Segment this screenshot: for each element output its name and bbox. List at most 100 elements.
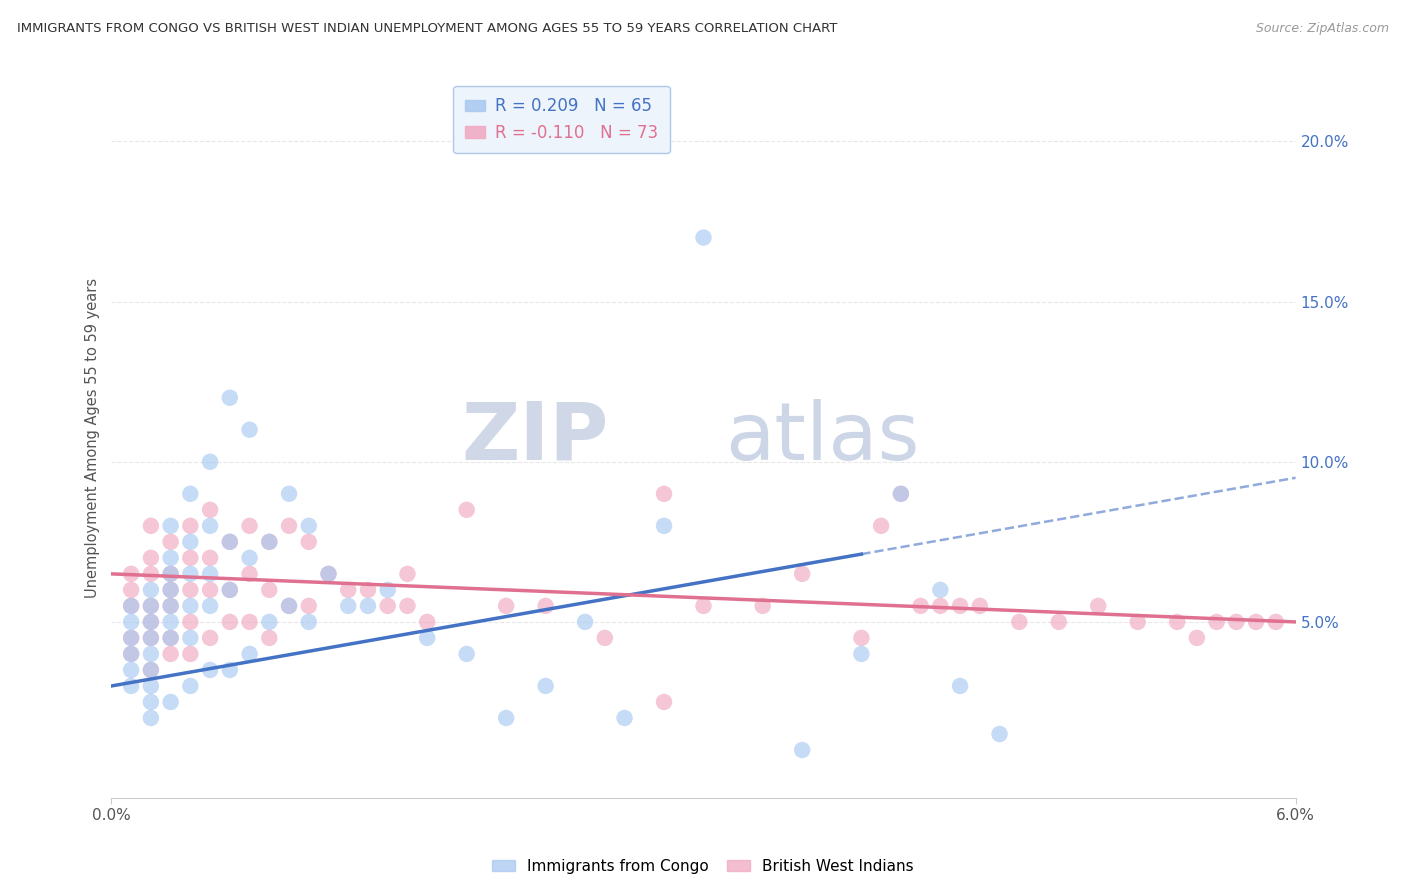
Point [652, 695, 675, 709]
Point [851, 631, 873, 645]
Point [259, 534, 281, 549]
Point [652, 518, 675, 533]
Point [337, 599, 360, 613]
Point [120, 647, 142, 661]
Point [949, 599, 972, 613]
Point [120, 615, 142, 629]
Point [613, 711, 636, 725]
Text: atlas: atlas [724, 399, 920, 476]
Point [159, 599, 181, 613]
Point [179, 599, 201, 613]
Text: IMMIGRANTS FROM CONGO VS BRITISH WEST INDIAN UNEMPLOYMENT AMONG AGES 55 TO 59 YE: IMMIGRANTS FROM CONGO VS BRITISH WEST IN… [17, 22, 837, 36]
Point [318, 566, 340, 581]
Point [179, 615, 201, 629]
Point [218, 663, 240, 677]
Point [198, 582, 221, 597]
Point [870, 518, 893, 533]
Point [139, 582, 162, 597]
Point [179, 518, 201, 533]
Point [218, 582, 240, 597]
Point [218, 534, 240, 549]
Point [534, 599, 557, 613]
Point [929, 582, 952, 597]
Point [179, 631, 201, 645]
Point [159, 582, 181, 597]
Point [278, 599, 301, 613]
Point [139, 631, 162, 645]
Point [159, 550, 181, 565]
Point [1047, 615, 1070, 629]
Point [179, 582, 201, 597]
Point [120, 631, 142, 645]
Point [179, 534, 201, 549]
Point [198, 631, 221, 645]
Point [139, 679, 162, 693]
Point [139, 663, 162, 677]
Point [456, 503, 478, 517]
Point [120, 647, 142, 661]
Point [120, 631, 142, 645]
Point [159, 631, 181, 645]
Point [278, 599, 301, 613]
Text: Source: ZipAtlas.com: Source: ZipAtlas.com [1256, 22, 1389, 36]
Point [1205, 615, 1227, 629]
Point [298, 599, 321, 613]
Point [259, 615, 281, 629]
Point [652, 487, 675, 501]
Point [377, 582, 399, 597]
Point [179, 679, 201, 693]
Point [259, 582, 281, 597]
Point [929, 599, 952, 613]
Point [139, 550, 162, 565]
Point [278, 518, 301, 533]
Point [159, 615, 181, 629]
Point [238, 647, 260, 661]
Point [139, 711, 162, 725]
Point [988, 727, 1011, 741]
Point [139, 695, 162, 709]
Text: ZIP: ZIP [461, 399, 609, 476]
Point [159, 695, 181, 709]
Point [396, 599, 419, 613]
Point [139, 647, 162, 661]
Point [139, 599, 162, 613]
Point [692, 230, 714, 244]
Point [139, 518, 162, 533]
Point [120, 599, 142, 613]
Point [259, 631, 281, 645]
Point [198, 550, 221, 565]
Point [396, 566, 419, 581]
Point [139, 615, 162, 629]
Point [1185, 631, 1208, 645]
Point [1008, 615, 1031, 629]
Point [318, 566, 340, 581]
Point [792, 743, 814, 757]
Point [159, 566, 181, 581]
Point [890, 487, 912, 501]
Point [218, 615, 240, 629]
Point [1166, 615, 1188, 629]
Point [139, 599, 162, 613]
Point [120, 599, 142, 613]
Point [1244, 615, 1267, 629]
Point [534, 679, 557, 693]
Point [1087, 599, 1109, 613]
Point [377, 599, 399, 613]
Point [949, 679, 972, 693]
Point [218, 534, 240, 549]
Point [278, 487, 301, 501]
Point [218, 391, 240, 405]
Point [198, 518, 221, 533]
Point [179, 550, 201, 565]
Point [159, 631, 181, 645]
Point [179, 487, 201, 501]
Point [298, 534, 321, 549]
Point [357, 599, 380, 613]
Point [238, 423, 260, 437]
Point [120, 566, 142, 581]
Point [298, 518, 321, 533]
Legend: Immigrants from Congo, British West Indians: Immigrants from Congo, British West Indi… [486, 853, 920, 880]
Point [159, 518, 181, 533]
Point [969, 599, 991, 613]
Point [238, 518, 260, 533]
